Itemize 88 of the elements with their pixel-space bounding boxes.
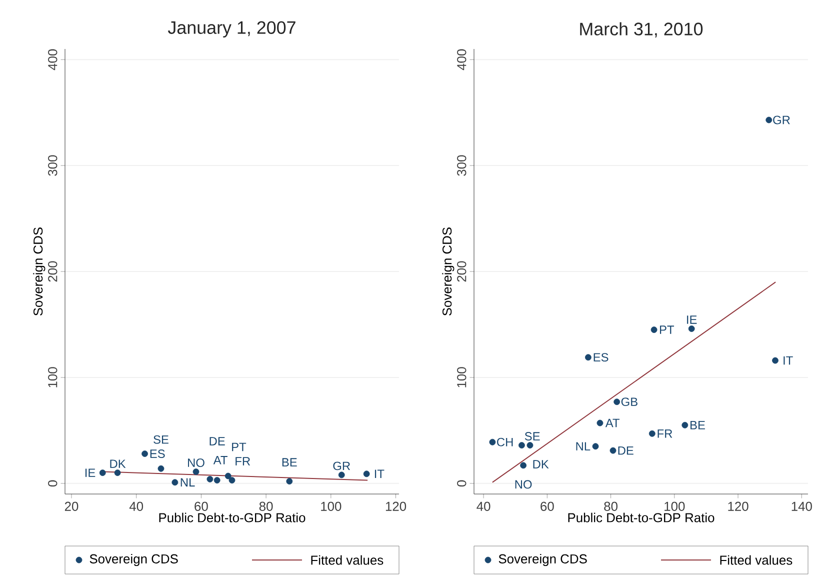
point — [192, 468, 200, 475]
y-tick-label: 400 — [457, 49, 466, 70]
annotation: NL — [576, 442, 590, 450]
y-tick-label: 0 — [48, 480, 58, 487]
y-axis-title: Sovereign CDS — [33, 227, 46, 316]
point — [518, 442, 525, 448]
x-tick-label: 120 — [728, 502, 748, 511]
annotation: DE — [210, 437, 225, 446]
annotation: NO — [515, 480, 532, 489]
x-tick-label: 60 — [540, 502, 554, 511]
point — [172, 479, 178, 486]
annotation: DE — [618, 446, 634, 455]
annotation: IT — [374, 470, 384, 478]
y-tick-label: 200 — [457, 261, 466, 282]
annotation: PT — [232, 442, 246, 452]
annotation: CH — [497, 438, 513, 446]
annotation: DK — [533, 460, 549, 468]
annotation: AT — [605, 418, 620, 428]
y-tick-label: 300 — [457, 155, 466, 176]
point — [585, 354, 592, 361]
annotation: NL — [180, 478, 195, 486]
point — [648, 430, 656, 437]
annotation: NO — [188, 458, 204, 467]
annotation: DK — [110, 460, 126, 468]
point — [682, 422, 688, 428]
annotation: SE — [154, 435, 168, 444]
legend-label: Sovereign CDS — [90, 554, 178, 566]
legend-label: Sovereign CDS — [498, 554, 587, 566]
x-axis-title: Public Debt-to-GDP Ratio — [159, 512, 306, 522]
point — [526, 442, 534, 448]
point — [766, 116, 772, 124]
chart-title: March 31, 2010 — [580, 22, 703, 38]
x-tick-label: 60 — [194, 502, 208, 511]
x-tick-label: 100 — [664, 502, 685, 511]
annotation: IE — [85, 468, 96, 477]
point — [772, 357, 778, 364]
annotation: BE — [690, 421, 705, 430]
x-tick-label: 40 — [476, 502, 490, 511]
point — [592, 443, 599, 450]
legend-label: Fitted values — [720, 555, 792, 565]
annotation: PT — [660, 326, 674, 334]
point — [614, 398, 620, 406]
annotation: GR — [773, 116, 790, 124]
x-tick-label: 80 — [259, 502, 273, 511]
x-tick-label: 120 — [386, 502, 406, 511]
y-tick-label: 0 — [457, 480, 466, 487]
annotation: GB — [621, 398, 638, 406]
point — [214, 477, 220, 484]
x-tick-label: 100 — [321, 502, 342, 511]
point — [206, 476, 214, 482]
y-axis-title: Sovereign CDS — [442, 227, 454, 316]
point — [688, 326, 695, 332]
y-tick-label: 400 — [48, 49, 58, 70]
point — [228, 477, 236, 484]
y-tick-label: 300 — [48, 155, 58, 176]
x-tick-label: 140 — [792, 502, 812, 511]
x-tick-label: 40 — [129, 502, 144, 511]
point — [158, 465, 164, 472]
annotation: IE — [687, 316, 697, 324]
point — [286, 478, 293, 484]
y-tick-label: 200 — [48, 261, 58, 282]
point — [520, 462, 527, 469]
x-tick-label: 80 — [604, 502, 618, 511]
annotation: ES — [150, 450, 165, 458]
annotation: FR — [236, 457, 250, 466]
point — [114, 470, 121, 476]
x-tick-label: 20 — [64, 502, 78, 511]
annotation: BE — [282, 458, 297, 466]
y-tick-label: 100 — [457, 367, 466, 388]
legend-label: Fitted values — [311, 555, 384, 565]
point — [650, 326, 658, 333]
chart-title: January 1, 2007 — [168, 21, 296, 38]
annotation: SE — [524, 432, 540, 440]
point — [610, 447, 616, 454]
annotation: AT — [213, 456, 228, 464]
point — [596, 420, 604, 426]
point — [489, 438, 496, 446]
annotation: GR — [333, 462, 350, 470]
annotation: IT — [784, 356, 793, 365]
y-tick-label: 100 — [48, 367, 58, 388]
annotation: ES — [594, 353, 608, 362]
point — [338, 472, 345, 478]
x-axis-title: Public Debt-to-GDP Ratio — [568, 512, 714, 522]
annotation: FR — [658, 430, 672, 438]
point — [142, 450, 148, 457]
point — [363, 470, 370, 478]
point — [224, 472, 232, 480]
point — [99, 470, 106, 476]
